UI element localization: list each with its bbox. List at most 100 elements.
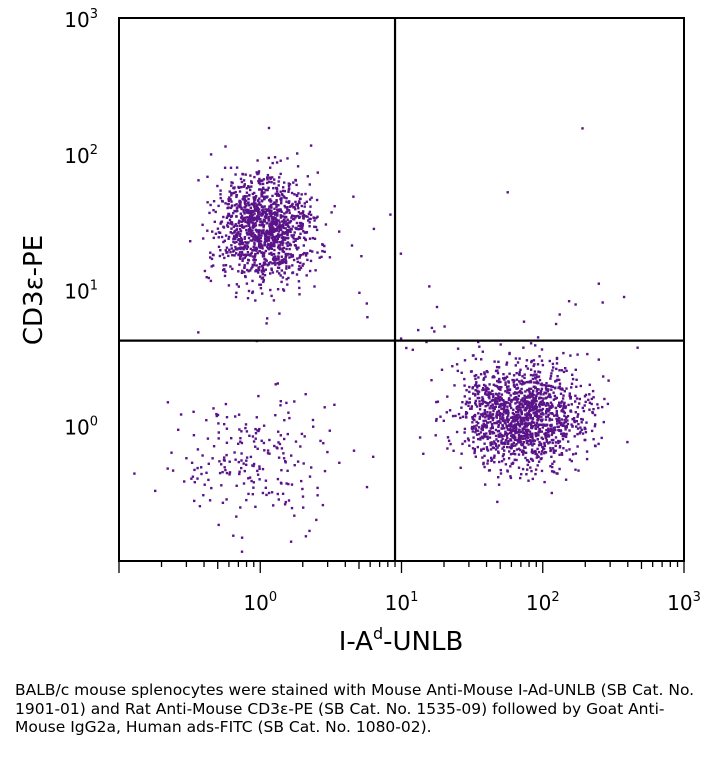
data-point-pop0 [253,201,256,205]
data-point-pop1 [482,378,485,381]
data-point-pop0 [273,207,276,210]
data-point-pop0 [276,266,280,269]
data-point-pop1 [489,441,492,445]
x-tick-base: 10 [385,591,410,615]
data-point-pop0 [282,246,286,250]
data-point-pop0 [246,233,249,236]
data-point-pop0 [247,185,250,188]
data-point-pop1 [533,442,536,445]
data-point-pop0 [246,216,249,219]
data-point-pop1 [510,429,513,432]
data-point-pop1 [533,370,537,373]
data-point-pop1 [531,440,534,443]
data-point-pop1 [497,433,500,436]
data-point-pop2 [304,393,307,396]
data-point-pop1 [555,362,559,365]
data-point-pop1 [530,402,533,405]
data-point-pop0 [239,205,242,208]
data-point-pop1 [493,360,496,363]
data-point-pop0 [249,252,252,256]
data-point-pop1 [534,427,537,430]
data-point-pop0 [270,226,273,229]
data-point-pop1 [522,346,525,349]
data-point-pop1 [533,381,536,384]
data-point-pop1 [514,436,517,439]
data-point-pop0 [263,232,266,235]
data-point-pop1 [580,417,583,421]
data-point-pop0 [277,252,280,255]
data-point-pop1 [496,371,500,375]
data-point-pop1 [540,382,544,385]
data-point-pop0 [282,260,286,264]
data-point-pop1 [574,411,577,414]
data-point-pop0 [211,253,215,256]
data-point-pop0 [352,195,355,198]
data-point-pop1 [526,404,529,408]
data-point-pop1 [522,380,525,384]
data-point-pop0 [268,199,271,202]
data-point-pop3 [324,223,328,226]
data-point-pop1 [550,491,553,495]
data-point-pop0 [253,206,256,209]
data-point-pop0 [285,197,288,200]
data-point-pop2 [254,445,257,448]
data-point-pop0 [264,208,267,211]
data-point-pop0 [252,213,255,216]
data-point-pop1 [498,460,501,464]
data-point-pop0 [240,241,243,244]
data-point-pop1 [541,363,545,367]
data-point-pop1 [539,390,542,394]
data-point-pop0 [266,173,270,177]
data-point-pop1 [529,440,532,443]
data-point-pop1 [527,429,530,432]
data-point-pop0 [273,202,276,205]
data-point-pop0 [260,195,263,198]
data-point-pop2 [277,430,280,433]
data-point-pop1 [567,440,570,443]
data-point-pop0 [228,218,232,222]
data-point-pop1 [504,383,507,386]
data-point-pop1 [523,402,526,405]
data-point-pop0 [240,186,243,189]
data-point-pop1 [537,417,540,420]
data-point-pop0 [302,216,305,220]
data-point-pop1 [532,409,535,412]
data-point-pop1 [475,405,479,408]
data-point-pop0 [309,213,313,216]
data-point-pop1 [484,416,487,419]
data-point-pop2 [276,382,279,385]
data-point-pop1 [536,419,539,422]
data-point-pop0 [308,183,311,186]
data-point-pop2 [233,451,236,454]
data-point-pop1 [524,409,527,412]
data-point-pop0 [271,236,274,239]
data-point-pop0 [277,255,280,259]
data-point-pop0 [321,249,324,253]
data-point-pop0 [279,233,282,237]
data-point-pop0 [315,198,319,202]
data-point-pop1 [544,404,548,407]
data-point-pop1 [506,420,510,424]
data-point-pop0 [224,249,227,252]
data-point-pop1 [519,423,522,426]
data-point-pop0 [249,217,253,220]
data-point-pop1 [521,453,525,456]
data-point-pop2 [319,439,322,443]
data-point-pop0 [269,204,272,208]
data-point-pop0 [253,264,256,267]
data-point-pop1 [560,452,563,455]
data-point-pop1 [560,369,564,372]
data-point-pop2 [286,469,289,472]
data-point-pop0 [291,271,294,275]
data-point-pop1 [524,413,527,416]
data-point-pop1 [505,424,508,427]
data-point-pop2 [308,475,312,478]
data-point-pop2 [365,485,369,489]
data-point-pop1 [510,434,513,438]
data-point-pop2 [193,481,196,484]
axis-minor-ticks [118,561,685,573]
data-point-pop0 [228,190,231,193]
data-point-pop1 [514,426,517,429]
data-point-pop1 [472,427,475,430]
data-point-pop0 [255,230,259,233]
